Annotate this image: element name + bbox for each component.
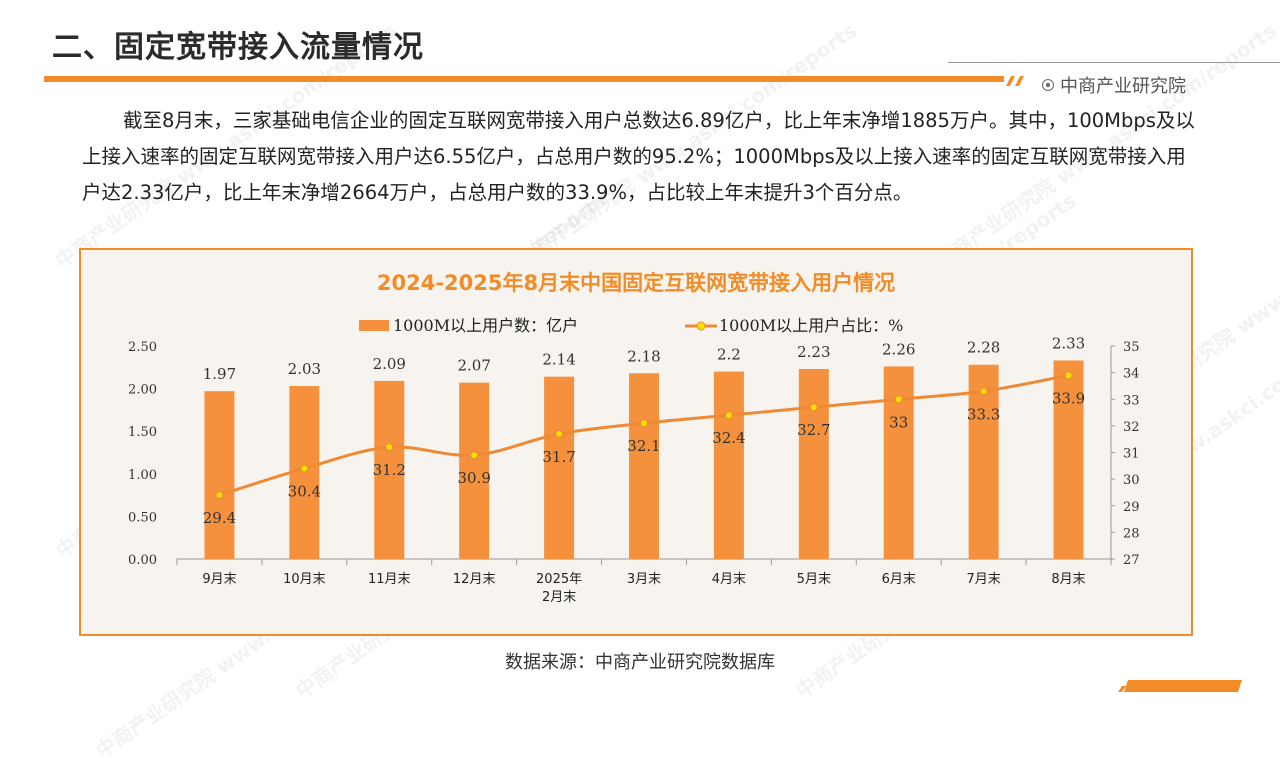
bar xyxy=(713,371,744,559)
y-right-tick-label: 27 xyxy=(1123,553,1140,568)
line-point xyxy=(809,403,818,412)
legend-swatch-bar xyxy=(359,320,389,331)
legend-label-bar: 1000M以上用户数：亿户 xyxy=(393,316,578,335)
legend-marker-line xyxy=(696,321,706,331)
bar xyxy=(968,364,999,559)
line-data-label: 31.2 xyxy=(373,461,406,479)
line-data-label: 33.3 xyxy=(967,405,1000,423)
data-source: 数据来源：中商产业研究院数据库 xyxy=(505,652,775,673)
line-data-label: 32.1 xyxy=(627,437,660,455)
line-point xyxy=(640,419,648,428)
line-data-label: 33.9 xyxy=(1052,389,1085,407)
header-stripes xyxy=(1006,76,1024,86)
x-category-label: 10月末 xyxy=(283,572,326,587)
bar xyxy=(1053,360,1084,559)
bar-data-label: 2.18 xyxy=(627,347,660,365)
line-point xyxy=(1064,371,1073,380)
x-category-label: 11月末 xyxy=(368,572,411,587)
x-category-label: 7月末 xyxy=(966,572,1000,587)
y-right-tick-label: 29 xyxy=(1123,500,1140,515)
y-right-tick-label: 35 xyxy=(1123,340,1140,355)
line-point xyxy=(215,491,224,500)
y-right-tick-label: 31 xyxy=(1123,447,1140,462)
chart-svg: 2024-2025年8月末中国固定互联网宽带接入用户情况 1000M以上用户数：亿… xyxy=(128,271,1140,605)
line-data-label: 31.7 xyxy=(542,448,575,466)
bar xyxy=(374,380,405,559)
footer-stripes xyxy=(1118,680,1242,692)
title-underline xyxy=(44,76,1004,82)
y-left-tick-label: 0.50 xyxy=(128,510,157,525)
bar-data-label: 2.28 xyxy=(967,339,1000,357)
y-right-tick-label: 34 xyxy=(1123,367,1140,382)
y-right-tick-label: 33 xyxy=(1123,393,1140,408)
y-left-tick-label: 1.50 xyxy=(128,425,157,440)
y-right-tick-label: 30 xyxy=(1123,473,1140,488)
line-data-label: 30.4 xyxy=(288,482,321,500)
y-left-tick-label: 0.00 xyxy=(128,553,157,568)
x-category-label: 5月末 xyxy=(797,572,831,587)
legend-label-line: 1000M以上用户占比：% xyxy=(719,316,903,335)
y-left-tick-label: 2.00 xyxy=(128,383,157,398)
bar-data-label: 2.33 xyxy=(1052,334,1085,352)
line-data-label: 33 xyxy=(889,413,908,431)
bar-data-label: 2.23 xyxy=(797,343,830,361)
bar xyxy=(459,382,490,559)
x-category-label: 8月末 xyxy=(1051,572,1085,587)
x-category-label: 9月末 xyxy=(202,572,236,587)
x-category-label: 6月末 xyxy=(882,572,916,587)
bar-data-label: 1.97 xyxy=(203,365,236,383)
x-category-label: 12月末 xyxy=(453,572,496,587)
bar-data-label: 2.07 xyxy=(457,357,490,375)
line-data-label: 32.7 xyxy=(797,421,830,439)
brand-name: 中商产业研究院 xyxy=(1060,76,1186,97)
line-data-label: 29.4 xyxy=(203,509,236,527)
x-category-label: 3月末 xyxy=(627,572,661,587)
line-data-label: 32.4 xyxy=(712,429,745,447)
bar xyxy=(798,369,829,559)
bar-data-label: 2.14 xyxy=(542,351,575,369)
line-point xyxy=(470,451,479,460)
line-data-label: 30.9 xyxy=(457,469,490,487)
bar xyxy=(544,376,575,559)
y-right-tick-label: 28 xyxy=(1123,526,1140,541)
bar xyxy=(204,391,235,559)
page-title: 二、固定宽带接入流量情况 xyxy=(52,30,424,65)
line-point xyxy=(979,387,988,396)
x-category-label: 2025年 xyxy=(536,572,582,587)
bar xyxy=(629,373,659,559)
bar-data-label: 2.09 xyxy=(373,355,406,373)
chart-frame: 2024-2025年8月末中国固定互联网宽带接入用户情况 1000M以上用户数：亿… xyxy=(79,248,1193,636)
bar-data-label: 2.26 xyxy=(882,340,915,358)
line-point xyxy=(555,429,564,438)
x-category-label: 4月末 xyxy=(712,572,746,587)
line-point xyxy=(894,395,903,404)
y-left-tick-label: 1.00 xyxy=(128,468,157,483)
summary-paragraph: 截至8月末，三家基础电信企业的固定互联网宽带接入用户总数达6.89亿户，比上年末… xyxy=(82,103,1200,211)
bar-data-label: 2.2 xyxy=(717,346,741,364)
circle-dot-icon xyxy=(1042,79,1054,91)
y-right-tick-label: 32 xyxy=(1123,420,1140,435)
line-point xyxy=(724,411,733,420)
header-divider xyxy=(948,62,1280,63)
summary-text: 截至8月末，三家基础电信企业的固定互联网宽带接入用户总数达6.89亿户，比上年末… xyxy=(82,109,1195,204)
bar-data-label: 2.03 xyxy=(288,360,321,378)
line-point xyxy=(300,464,309,473)
line-point xyxy=(385,443,394,452)
x-category-label: 2月末 xyxy=(542,590,576,605)
y-left-tick-label: 2.50 xyxy=(128,340,157,355)
chart-title: 2024-2025年8月末中国固定互联网宽带接入用户情况 xyxy=(377,271,895,295)
brand-label: 中商产业研究院 xyxy=(1042,72,1186,98)
